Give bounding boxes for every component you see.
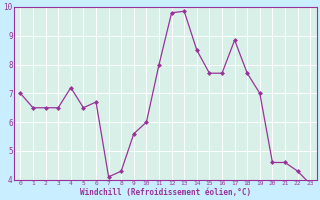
X-axis label: Windchill (Refroidissement éolien,°C): Windchill (Refroidissement éolien,°C) — [80, 188, 251, 197]
